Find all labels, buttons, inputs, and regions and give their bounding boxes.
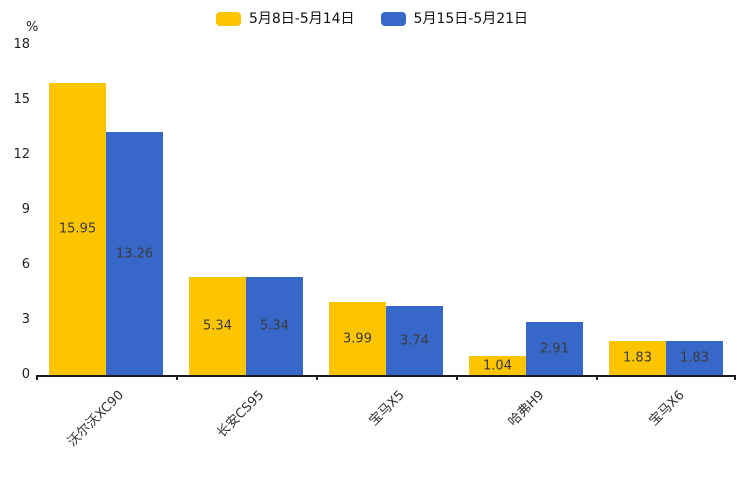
x-axis-tick-mark bbox=[596, 375, 598, 380]
bar-宝马X5-series2[interactable]: 3.74 bbox=[386, 306, 443, 375]
plot-area: 15.95 13.26 5.34 5.34 3.99 3.74 1.04 2.91 1.83 1.… bbox=[36, 45, 736, 380]
x-category-label: 宝马X6 bbox=[646, 387, 688, 429]
legend-swatch-week2 bbox=[380, 12, 406, 26]
y-tick-label: 9 bbox=[21, 202, 30, 217]
bar-宝马X6-series2[interactable]: 1.83 bbox=[666, 341, 723, 375]
bar-value-label: 1.83 bbox=[680, 350, 709, 366]
bar-value-label: 3.74 bbox=[400, 333, 429, 348]
bar-宝马X5-series1[interactable]: 3.99 bbox=[329, 302, 386, 375]
bar-value-label: 13.26 bbox=[115, 246, 154, 261]
legend-label-week2: 5月15日-5月21日 bbox=[413, 11, 529, 27]
x-axis-tick-mark bbox=[316, 375, 318, 380]
legend: 5月8日-5月14日 5月15日-5月21日 bbox=[0, 6, 744, 32]
bar-长安CS95-series2[interactable]: 5.34 bbox=[246, 277, 303, 375]
x-category-label: 哈弗H9 bbox=[505, 387, 548, 430]
legend-item-week1[interactable]: 5月8日-5月14日 bbox=[215, 11, 355, 27]
bar-哈弗H9-series2[interactable]: 2.91 bbox=[526, 322, 583, 375]
y-axis-unit-label: % bbox=[26, 20, 39, 35]
bar-value-label: 5.34 bbox=[260, 318, 289, 334]
bar-沃尔沃XC90-series1[interactable]: 15.95 bbox=[49, 83, 106, 375]
y-tick-label: 12 bbox=[13, 147, 30, 162]
bar-value-label: 5.34 bbox=[203, 318, 232, 334]
bar-宝马X6-series1[interactable]: 1.83 bbox=[609, 341, 666, 375]
x-axis-tick-mark bbox=[176, 375, 178, 380]
x-category-label: 长安CS95 bbox=[214, 387, 268, 441]
x-axis-tick-mark bbox=[36, 375, 38, 380]
y-tick-label: 15 bbox=[13, 92, 30, 107]
legend-swatch-week1 bbox=[215, 12, 241, 26]
x-category-label: 沃尔沃XC90 bbox=[65, 387, 128, 450]
bar-value-label: 3.99 bbox=[343, 331, 372, 346]
y-tick-label: 6 bbox=[21, 257, 30, 272]
bar-哈弗H9-series1[interactable]: 1.04 bbox=[469, 356, 526, 375]
y-tick-label: 3 bbox=[21, 312, 30, 327]
bar-value-label: 1.83 bbox=[623, 350, 652, 366]
x-axis-tick-mark bbox=[456, 375, 458, 380]
bar-value-label: 2.91 bbox=[540, 341, 569, 356]
legend-label-week1: 5月8日-5月14日 bbox=[248, 11, 355, 27]
y-tick-label: 18 bbox=[13, 37, 30, 52]
bar-value-label: 15.95 bbox=[58, 221, 97, 237]
x-axis-category-labels: 沃尔沃XC90 长安CS95 宝马X5 哈弗H9 宝马X6 bbox=[36, 377, 736, 492]
x-axis-tick-mark bbox=[734, 375, 736, 380]
bar-沃尔沃XC90-series2[interactable]: 13.26 bbox=[106, 132, 163, 375]
legend-item-week2[interactable]: 5月15日-5月21日 bbox=[380, 11, 529, 27]
y-tick-label: 0 bbox=[21, 367, 30, 382]
y-axis-tick-labels: 0 3 6 9 12 15 18 bbox=[0, 37, 30, 382]
x-category-label: 宝马X5 bbox=[366, 387, 408, 429]
bar-长安CS95-series1[interactable]: 5.34 bbox=[189, 277, 246, 375]
bar-value-label: 1.04 bbox=[483, 358, 512, 373]
